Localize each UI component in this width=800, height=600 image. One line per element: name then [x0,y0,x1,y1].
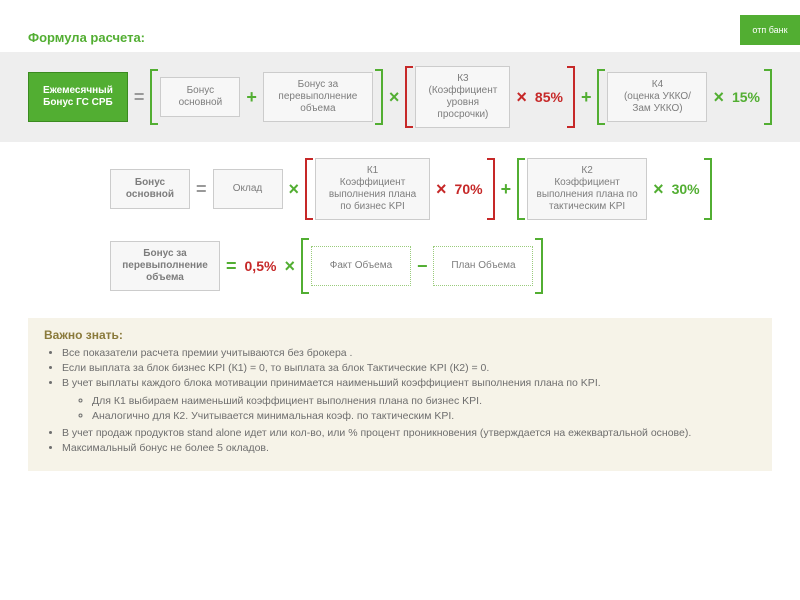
formula-3-result: Бонус за перевыполнение объема [110,241,220,291]
formula-3-group: Факт Объема − План Объема [301,238,544,294]
bracket-right [764,69,772,125]
equals-op: = [224,256,239,277]
bracket-right [535,238,543,294]
formula-2-k2-pct: 30% [670,181,702,197]
notes-sublist: Для К1 выбираем наименьший коэффициент в… [62,394,756,424]
formula-2-oklad: Оклад [213,169,283,209]
brand-logo-text: отп банк [752,25,787,35]
formula-3-fact: Факт Объема [311,246,411,286]
formula-1-k3-group: К3 (Коэффициент уровня просрочки) × 85% [405,66,575,128]
notes-item: Все показатели расчета премии учитываютс… [62,346,756,361]
formula-2-k1-box: К1 Коэффициент выполнения плана по бизне… [315,158,430,220]
mult-op: × [387,87,402,108]
mult-op: × [711,87,726,108]
mult-op: × [514,87,529,108]
formula-2-k1-group: К1 Коэффициент выполнения плана по бизне… [305,158,495,220]
formula-2-k2-box: К2 Коэффициент выполнения плана по такти… [527,158,647,220]
bracket-right [567,66,575,128]
plus-op: + [244,87,259,108]
brand-logo: отп банк [740,15,800,45]
equals-op: = [194,179,209,200]
notes-item: В учет продаж продуктов stand alone идет… [62,426,756,441]
mult-op: × [651,179,666,200]
formula-1-k4-group: К4 (оценка УККО/Зам УККО) × 15% [597,69,772,125]
bracket-right [487,158,495,220]
formula-3: Бонус за перевыполнение объема = 0,5% × … [0,232,800,300]
bracket-right [375,69,383,125]
mult-op: × [287,179,302,200]
formula-2-result: Бонус основной [110,169,190,209]
notes-subitem: Для К1 выбираем наименьший коэффициент в… [92,394,756,409]
bracket-right [704,158,712,220]
formula-3-rate: 0,5% [243,258,279,274]
plus-op: + [579,87,594,108]
notes-subitem: Аналогично для К2. Учитывается минимальн… [92,409,756,424]
formula-1-k4-box: К4 (оценка УККО/Зам УККО) [607,72,707,122]
header: Формула расчета: отп банк [0,0,800,52]
formula-1-band: Ежемесячный Бонус ГС СРБ = Бонус основно… [0,52,800,142]
mult-op: × [282,256,297,277]
notes-item: В учет выплаты каждого блока мотивации п… [62,376,756,391]
plus-op: + [499,179,514,200]
formula-3-plan: План Объема [433,246,533,286]
formula-1-k3-box: К3 (Коэффициент уровня просрочки) [415,66,510,128]
minus-op: − [415,256,430,277]
notes-list: Все показатели расчета премии учитываютс… [44,346,756,457]
notes-panel: Важно знать: Все показатели расчета прем… [28,318,772,471]
formula-2-k2-group: К2 Коэффициент выполнения плана по такти… [517,158,712,220]
formula-1: Ежемесячный Бонус ГС СРБ = Бонус основно… [28,60,772,134]
notes-item: Максимальный бонус не более 5 окладов. [62,441,756,456]
formula-1-group: Бонус основной + Бонус за перевыполнение… [150,69,383,125]
formula-2: Бонус основной = Оклад × К1 Коэффициент … [0,152,800,226]
formula-1-result: Ежемесячный Бонус ГС СРБ [28,72,128,122]
page-title: Формула расчета: [28,30,145,45]
mult-op: × [434,179,449,200]
formula-1-k3-pct: 85% [533,89,565,105]
formula-1-box-a: Бонус основной [160,77,240,117]
formula-1-box-b: Бонус за перевыполнение объема [263,72,373,122]
formula-1-k4-pct: 15% [730,89,762,105]
equals-op: = [132,87,147,108]
formula-2-k1-pct: 70% [453,181,485,197]
notes-title: Важно знать: [44,328,756,342]
notes-item: Если выплата за блок бизнес KPI (К1) = 0… [62,361,756,376]
